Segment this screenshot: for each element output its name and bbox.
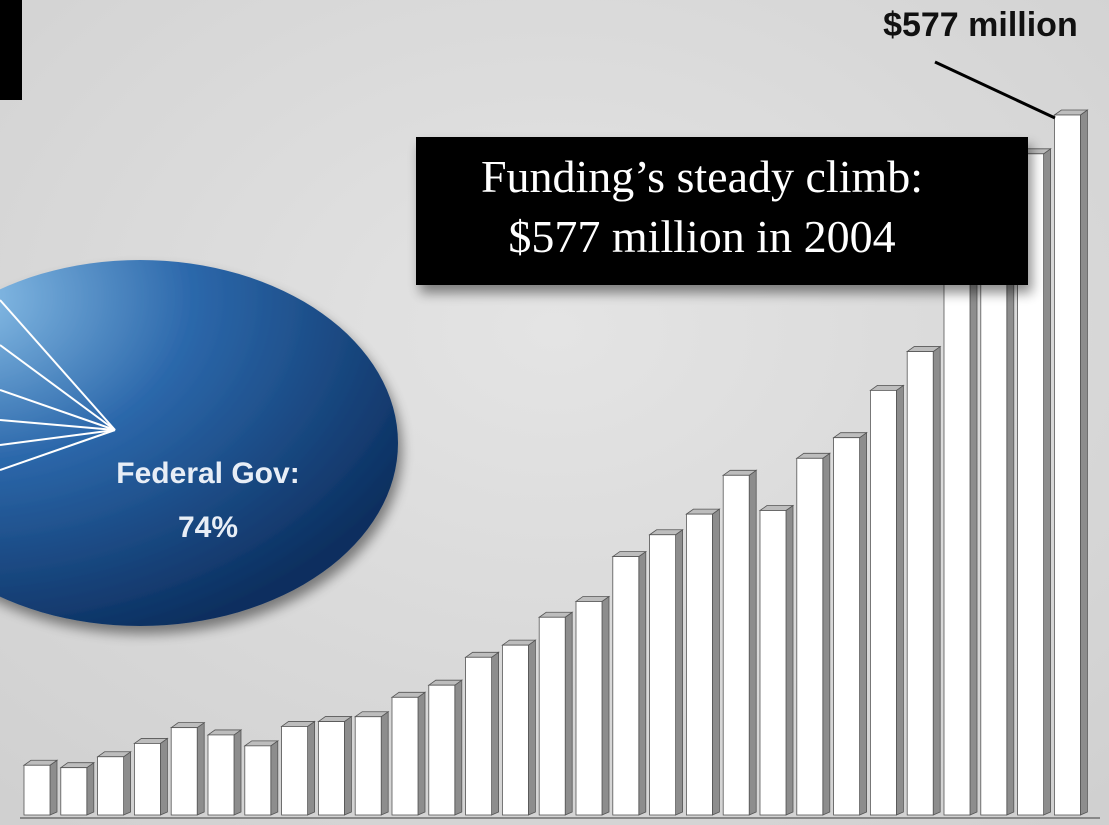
corner-box — [0, 0, 22, 100]
slice-divider — [0, 419, 116, 431]
bar-side — [233, 729, 242, 816]
bar — [281, 726, 309, 816]
bar — [465, 656, 493, 816]
bar — [649, 534, 676, 816]
bar-side — [454, 679, 463, 816]
bar — [207, 734, 235, 816]
bar-side — [601, 595, 610, 816]
slice-divider — [0, 389, 116, 431]
bar — [906, 351, 934, 816]
bar — [23, 764, 51, 816]
bar-side — [123, 750, 132, 816]
bar-side — [859, 431, 867, 816]
annotation-line: $577 million in 2004 — [508, 211, 895, 262]
bar — [244, 745, 272, 816]
bar — [317, 721, 345, 816]
slice-divider — [0, 429, 116, 471]
overlay: Funding’s steady climb: $577 million in … — [416, 60, 1056, 285]
pie-label: Federal Gov: — [116, 457, 299, 490]
pie: Federal Gov: 74% — [0, 260, 398, 626]
bar — [722, 474, 750, 816]
bar — [943, 275, 971, 816]
bar — [833, 437, 860, 816]
callout-line — [934, 60, 1056, 120]
bar — [97, 756, 124, 816]
value-label: $577 million — [883, 6, 1078, 44]
bar-side — [196, 721, 205, 816]
bar-side — [638, 550, 647, 816]
bar — [428, 684, 456, 816]
bar-side — [564, 611, 573, 816]
bar-side — [785, 504, 794, 816]
bar — [796, 457, 824, 816]
bar-side — [417, 691, 426, 816]
annotation-box — [416, 137, 1028, 285]
bar — [575, 601, 603, 816]
bar-side — [675, 528, 683, 816]
bar — [133, 743, 161, 816]
bar-side — [49, 759, 58, 816]
bar — [980, 215, 1008, 816]
bar-side — [1080, 109, 1088, 816]
bar-side — [380, 710, 389, 816]
bar — [354, 716, 382, 816]
pie-slice — [0, 260, 398, 626]
bar — [759, 510, 787, 816]
bars: $577 million — [20, 6, 1100, 819]
bar-side — [969, 270, 978, 816]
slice-divider — [0, 344, 116, 431]
pie-value-label: 74% — [178, 511, 238, 544]
bar-side — [491, 651, 500, 816]
bar-side — [748, 469, 757, 816]
bar — [170, 727, 198, 816]
bar-side — [932, 345, 941, 816]
bar — [60, 767, 88, 816]
bar-side — [528, 639, 536, 816]
bar — [538, 616, 566, 816]
bar-side — [270, 740, 279, 816]
bar-side — [1006, 209, 1015, 816]
bar-side — [896, 384, 904, 816]
bar-side — [86, 761, 95, 816]
bar — [1054, 114, 1081, 816]
bar-side — [343, 715, 352, 816]
slice-divider — [0, 429, 116, 446]
bar — [870, 389, 897, 816]
bar-side — [822, 452, 831, 816]
slice-divider — [0, 299, 116, 431]
bar-side — [712, 508, 720, 816]
bar — [391, 696, 419, 816]
bar-side — [1043, 148, 1051, 816]
annotation-line: Funding’s steady climb: — [481, 151, 923, 202]
bar-side — [307, 720, 316, 816]
bar — [501, 644, 529, 816]
bar — [612, 556, 640, 816]
bar — [686, 513, 713, 816]
bar-side — [159, 737, 168, 816]
